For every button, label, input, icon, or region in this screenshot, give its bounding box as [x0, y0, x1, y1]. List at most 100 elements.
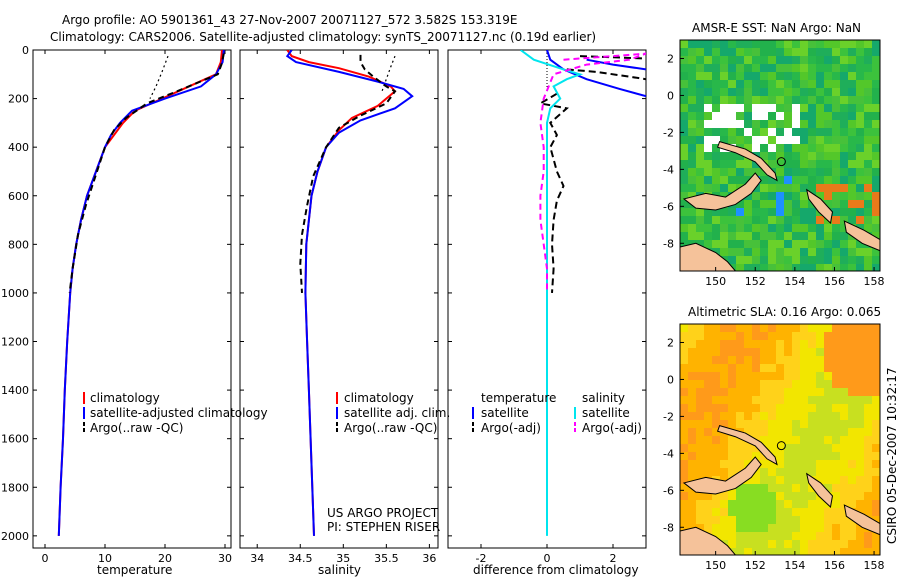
map-cell: [856, 136, 864, 144]
map-cell: [720, 356, 728, 364]
map-cell: [824, 232, 832, 240]
map-cell: [832, 240, 840, 248]
map-cell: [760, 476, 768, 484]
map-cell: [840, 160, 848, 168]
map-cell: [752, 168, 760, 176]
map-cell: [760, 56, 768, 64]
map-cell: [712, 128, 720, 136]
landmass-bougainville: [805, 472, 834, 508]
map-y-tick-label: -6: [663, 200, 674, 213]
map-cell: [704, 324, 712, 332]
map-cell: [808, 412, 816, 420]
map-cell: [872, 144, 880, 152]
map-cell: [840, 264, 848, 271]
map-cell: [792, 104, 800, 112]
map-cell: [760, 224, 768, 232]
map-cell: [864, 160, 872, 168]
map-cell: [680, 232, 688, 240]
map-cell: [816, 332, 824, 340]
landmass-new-guinea: [680, 526, 737, 555]
map-cell: [696, 208, 704, 216]
map-cell: [792, 396, 800, 404]
map-cell: [864, 176, 872, 184]
map-cell: [856, 264, 864, 271]
map-cell: [848, 372, 856, 380]
map-cell: [784, 184, 792, 192]
map-cell: [760, 176, 768, 184]
map-cell: [872, 388, 880, 396]
map-cell: [728, 324, 736, 332]
map-cell: [840, 404, 848, 412]
map-cell: [688, 364, 696, 372]
map-cell: [744, 492, 752, 500]
map-cell: [792, 388, 800, 396]
map-cell: [680, 160, 688, 168]
map-cell: [784, 484, 792, 492]
map-cell: [816, 48, 824, 56]
map-cell: [872, 176, 880, 184]
map-cell: [704, 184, 712, 192]
map-cell: [864, 364, 872, 372]
map-cell: [776, 484, 784, 492]
map-cell: [736, 332, 744, 340]
map-cell: [856, 444, 864, 452]
map-cell: [768, 104, 776, 112]
map-cell: [856, 88, 864, 96]
map-cell: [856, 500, 864, 508]
map-cell: [712, 508, 720, 516]
map-cell: [776, 428, 784, 436]
map-cell: [704, 516, 712, 524]
legend-label-argo: Argo(-adj): [481, 421, 541, 435]
map-cell: [688, 120, 696, 128]
map-cell: [856, 396, 864, 404]
map-cell: [688, 436, 696, 444]
map-cell: [792, 208, 800, 216]
map-cell: [704, 160, 712, 168]
map-cell: [744, 340, 752, 348]
map-cell: [720, 492, 728, 500]
map-cell: [840, 176, 848, 184]
map-cell: [680, 120, 688, 128]
map-cell: [752, 532, 760, 540]
map-cell: [704, 420, 712, 428]
map-cell: [872, 264, 880, 271]
map-cell: [840, 348, 848, 356]
y-tick-label: 800: [8, 238, 29, 251]
map-cell: [848, 476, 856, 484]
map-cell: [840, 372, 848, 380]
map-cell: [712, 500, 720, 508]
map-cell: [856, 412, 864, 420]
map-cell: [728, 160, 736, 168]
map-cell: [872, 380, 880, 388]
map-cell: [784, 508, 792, 516]
map-cell: [720, 468, 728, 476]
map-cell: [872, 88, 880, 96]
map-cell: [864, 104, 872, 112]
map-cell: [808, 540, 816, 548]
map-cell: [704, 112, 712, 120]
map-cell: [688, 88, 696, 96]
map-cell: [776, 160, 784, 168]
map-cell: [712, 72, 720, 80]
map-cell: [832, 364, 840, 372]
map-cell: [848, 452, 856, 460]
map-cell: [680, 240, 688, 248]
map-cell: [808, 492, 816, 500]
map-cell: [704, 48, 712, 56]
map-cell: [872, 120, 880, 128]
series-temperature-argo-adj: [566, 68, 646, 81]
map-cell: [832, 396, 840, 404]
map-cell: [864, 112, 872, 120]
map-cell: [760, 96, 768, 104]
map-cell: [824, 508, 832, 516]
map-cell: [768, 80, 776, 88]
map-cell: [696, 460, 704, 468]
map-cell: [872, 404, 880, 412]
map-cell: [776, 540, 784, 548]
map-cell: [792, 548, 800, 555]
map-x-tick-label: 154: [784, 275, 805, 288]
map-cell: [864, 72, 872, 80]
map-cell: [792, 420, 800, 428]
difference-lines: [520, 50, 646, 536]
map-cell: [688, 420, 696, 428]
